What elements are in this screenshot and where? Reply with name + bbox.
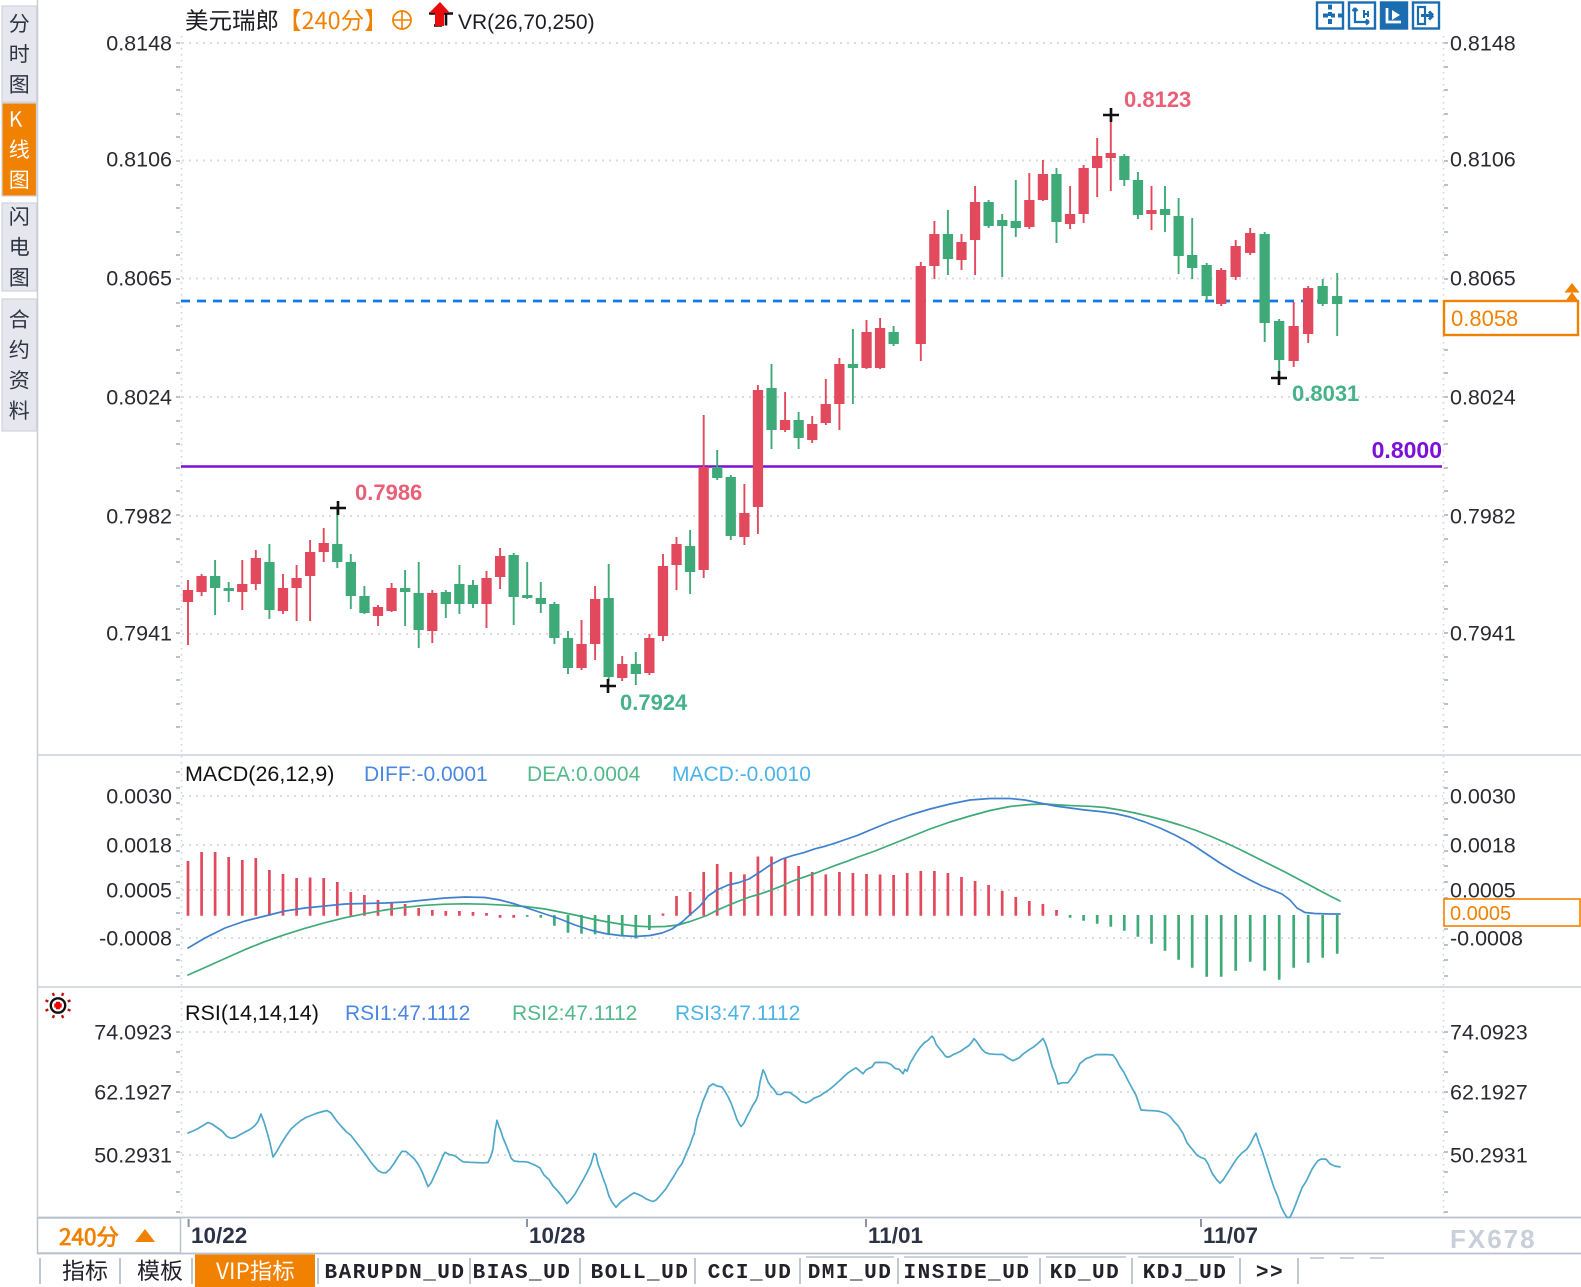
svg-text:0.8031: 0.8031 [1292, 381, 1359, 406]
svg-text:0.8106: 0.8106 [106, 148, 172, 172]
svg-text:0.0018: 0.0018 [106, 834, 172, 858]
svg-text:KD_UD: KD_UD [1050, 1262, 1121, 1285]
svg-text:0.8000: 0.8000 [1372, 437, 1442, 463]
svg-text:0.0005: 0.0005 [106, 879, 172, 903]
svg-text:74.0923: 74.0923 [94, 1021, 172, 1045]
svg-text:-0.0008: -0.0008 [1450, 927, 1523, 951]
svg-text:62.1927: 62.1927 [94, 1081, 172, 1105]
svg-text:0.7941: 0.7941 [106, 622, 172, 646]
svg-text:0.0018: 0.0018 [1450, 834, 1516, 858]
svg-text:0.7982: 0.7982 [1450, 505, 1516, 529]
svg-text:0.0030: 0.0030 [1450, 785, 1516, 809]
svg-text:BARUPDN_UD: BARUPDN_UD [324, 1262, 465, 1285]
svg-text:DIFF:-0.0001: DIFF:-0.0001 [364, 763, 488, 786]
svg-text:RSI1:47.1112: RSI1:47.1112 [345, 1002, 470, 1025]
svg-text:RSI3:47.1112: RSI3:47.1112 [675, 1002, 800, 1025]
svg-text:DMI_UD: DMI_UD [808, 1262, 893, 1285]
svg-text:RSI(14,14,14): RSI(14,14,14) [185, 1001, 319, 1025]
svg-text:50.2931: 50.2931 [1450, 1144, 1528, 1168]
svg-text:KDJ_UD: KDJ_UD [1143, 1262, 1228, 1285]
svg-text:0.8024: 0.8024 [1450, 386, 1516, 410]
svg-text:CCI_UD: CCI_UD [708, 1262, 793, 1285]
svg-text:BOLL_UD: BOLL_UD [591, 1262, 690, 1285]
svg-text:50.2931: 50.2931 [94, 1144, 172, 1168]
svg-text:0.8065: 0.8065 [106, 267, 172, 291]
svg-text:0.8106: 0.8106 [1450, 148, 1516, 172]
svg-text:0.8148: 0.8148 [106, 32, 172, 56]
svg-text:74.0923: 74.0923 [1450, 1021, 1528, 1045]
svg-text:0.8148: 0.8148 [1450, 32, 1516, 56]
svg-text:0.8024: 0.8024 [106, 386, 172, 410]
svg-text:62.1927: 62.1927 [1450, 1081, 1528, 1105]
svg-text:0.7986: 0.7986 [355, 480, 422, 505]
svg-text:0.7924: 0.7924 [620, 690, 688, 715]
svg-text:FX678: FX678 [1450, 1224, 1537, 1254]
svg-text:INSIDE_UD: INSIDE_UD [904, 1262, 1031, 1285]
svg-text:11/01: 11/01 [868, 1223, 923, 1248]
svg-text:DEA:0.0004: DEA:0.0004 [527, 763, 641, 786]
svg-text:-0.0008: -0.0008 [99, 927, 172, 951]
svg-text:MACD(26,12,9): MACD(26,12,9) [185, 762, 334, 786]
svg-text:0.8065: 0.8065 [1450, 267, 1516, 291]
svg-text:0.0030: 0.0030 [106, 785, 172, 809]
svg-text:10/22: 10/22 [191, 1223, 247, 1248]
svg-text:10/28: 10/28 [529, 1223, 585, 1248]
svg-text:0.7982: 0.7982 [106, 505, 172, 529]
svg-text:BIAS_UD: BIAS_UD [473, 1262, 572, 1285]
svg-text:>>: >> [1256, 1262, 1284, 1285]
svg-text:RSI2:47.1112: RSI2:47.1112 [512, 1002, 637, 1025]
svg-text:0.8123: 0.8123 [1124, 87, 1191, 112]
svg-text:11/07: 11/07 [1203, 1223, 1258, 1248]
svg-text:VR(26,70,250): VR(26,70,250) [458, 11, 595, 34]
svg-text:0.7941: 0.7941 [1450, 622, 1516, 646]
svg-text:0.8058: 0.8058 [1451, 306, 1518, 331]
svg-text:MACD:-0.0010: MACD:-0.0010 [672, 763, 811, 786]
svg-text:0.0005: 0.0005 [1450, 903, 1511, 925]
